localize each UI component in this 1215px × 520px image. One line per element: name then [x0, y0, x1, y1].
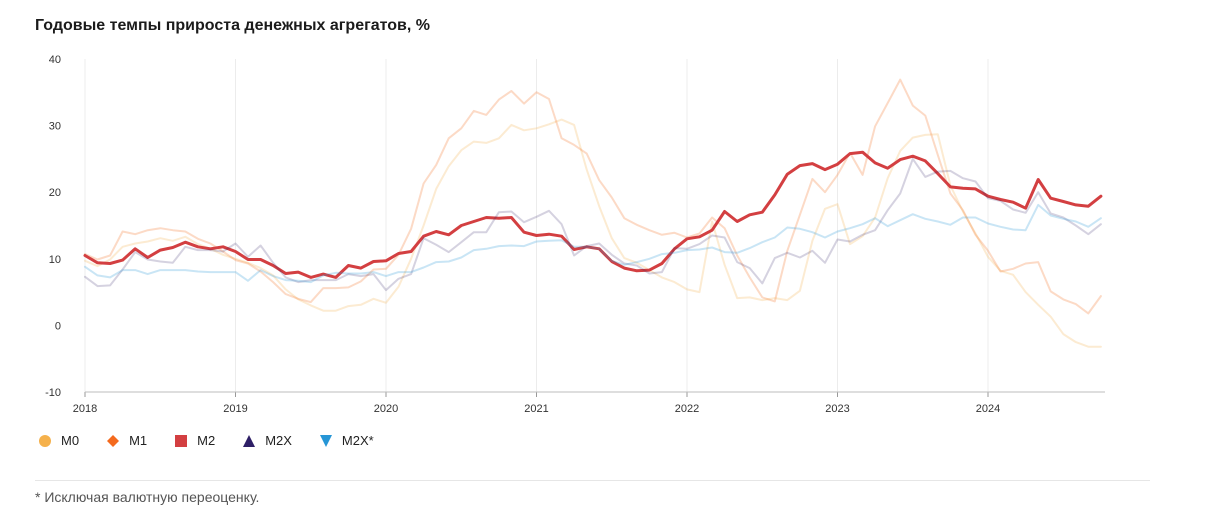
- legend-label: M1: [129, 433, 148, 448]
- diamond-icon: [107, 434, 120, 447]
- legend-label: M0: [61, 433, 80, 448]
- y-tick-label: -10: [45, 387, 61, 399]
- series-line-m2x-star: [84, 203, 1102, 284]
- x-tick-label: 2021: [524, 403, 548, 415]
- y-tick-label: 20: [49, 187, 61, 199]
- grid: [84, 59, 989, 392]
- circle-icon: [39, 434, 51, 447]
- legend-label: M2X*: [341, 433, 374, 448]
- divider: [35, 480, 1150, 481]
- series-lines: [83, 78, 1103, 348]
- series-line-m0: [84, 118, 1102, 348]
- y-tick-label: 30: [49, 121, 61, 133]
- legend-label: M2: [197, 433, 216, 448]
- x-tick-label: 2018: [73, 403, 97, 415]
- footnote: * Исключая валютную переоценку.: [35, 489, 260, 505]
- legend-label: M2X: [265, 433, 292, 448]
- legend-item-m1[interactable]: M1: [106, 433, 147, 448]
- legend-item-m0[interactable]: M0: [38, 433, 79, 448]
- line-chart: -10 0 10 20 30 40 2018 2019 2020 2021 2022 2023 2024: [45, 54, 1105, 415]
- square-icon: [175, 434, 188, 447]
- x-tick-label: 2023: [825, 403, 849, 415]
- legend-item-m2x[interactable]: M2X: [242, 433, 292, 448]
- x-tick-label: 2022: [675, 403, 699, 415]
- series-line-m1: [84, 78, 1102, 315]
- y-tick-label: 40: [49, 54, 61, 66]
- series-line-m2: [83, 150, 1103, 279]
- chart-title: Годовые темпы прироста денежных агрегато…: [35, 17, 430, 34]
- x-tick-label: 2019: [223, 403, 247, 415]
- x-tick-label: 2024: [976, 403, 1000, 415]
- x-tick-label: 2020: [374, 403, 398, 415]
- y-tick-label: 10: [49, 254, 61, 266]
- axes: -10 0 10 20 30 40 2018 2019 2020 2021 2022 2023 2024: [45, 54, 1105, 415]
- legend-item-m2[interactable]: M2: [174, 433, 215, 448]
- y-tick-label: 0: [55, 320, 61, 332]
- legend-item-m2x-star[interactable]: M2X*: [319, 433, 374, 448]
- legend: M0 M1 M2 M2X M2X*: [38, 433, 401, 448]
- triangle-down-icon: [319, 434, 332, 447]
- series-line-m2x: [84, 157, 1102, 292]
- triangle-up-icon: [243, 434, 256, 447]
